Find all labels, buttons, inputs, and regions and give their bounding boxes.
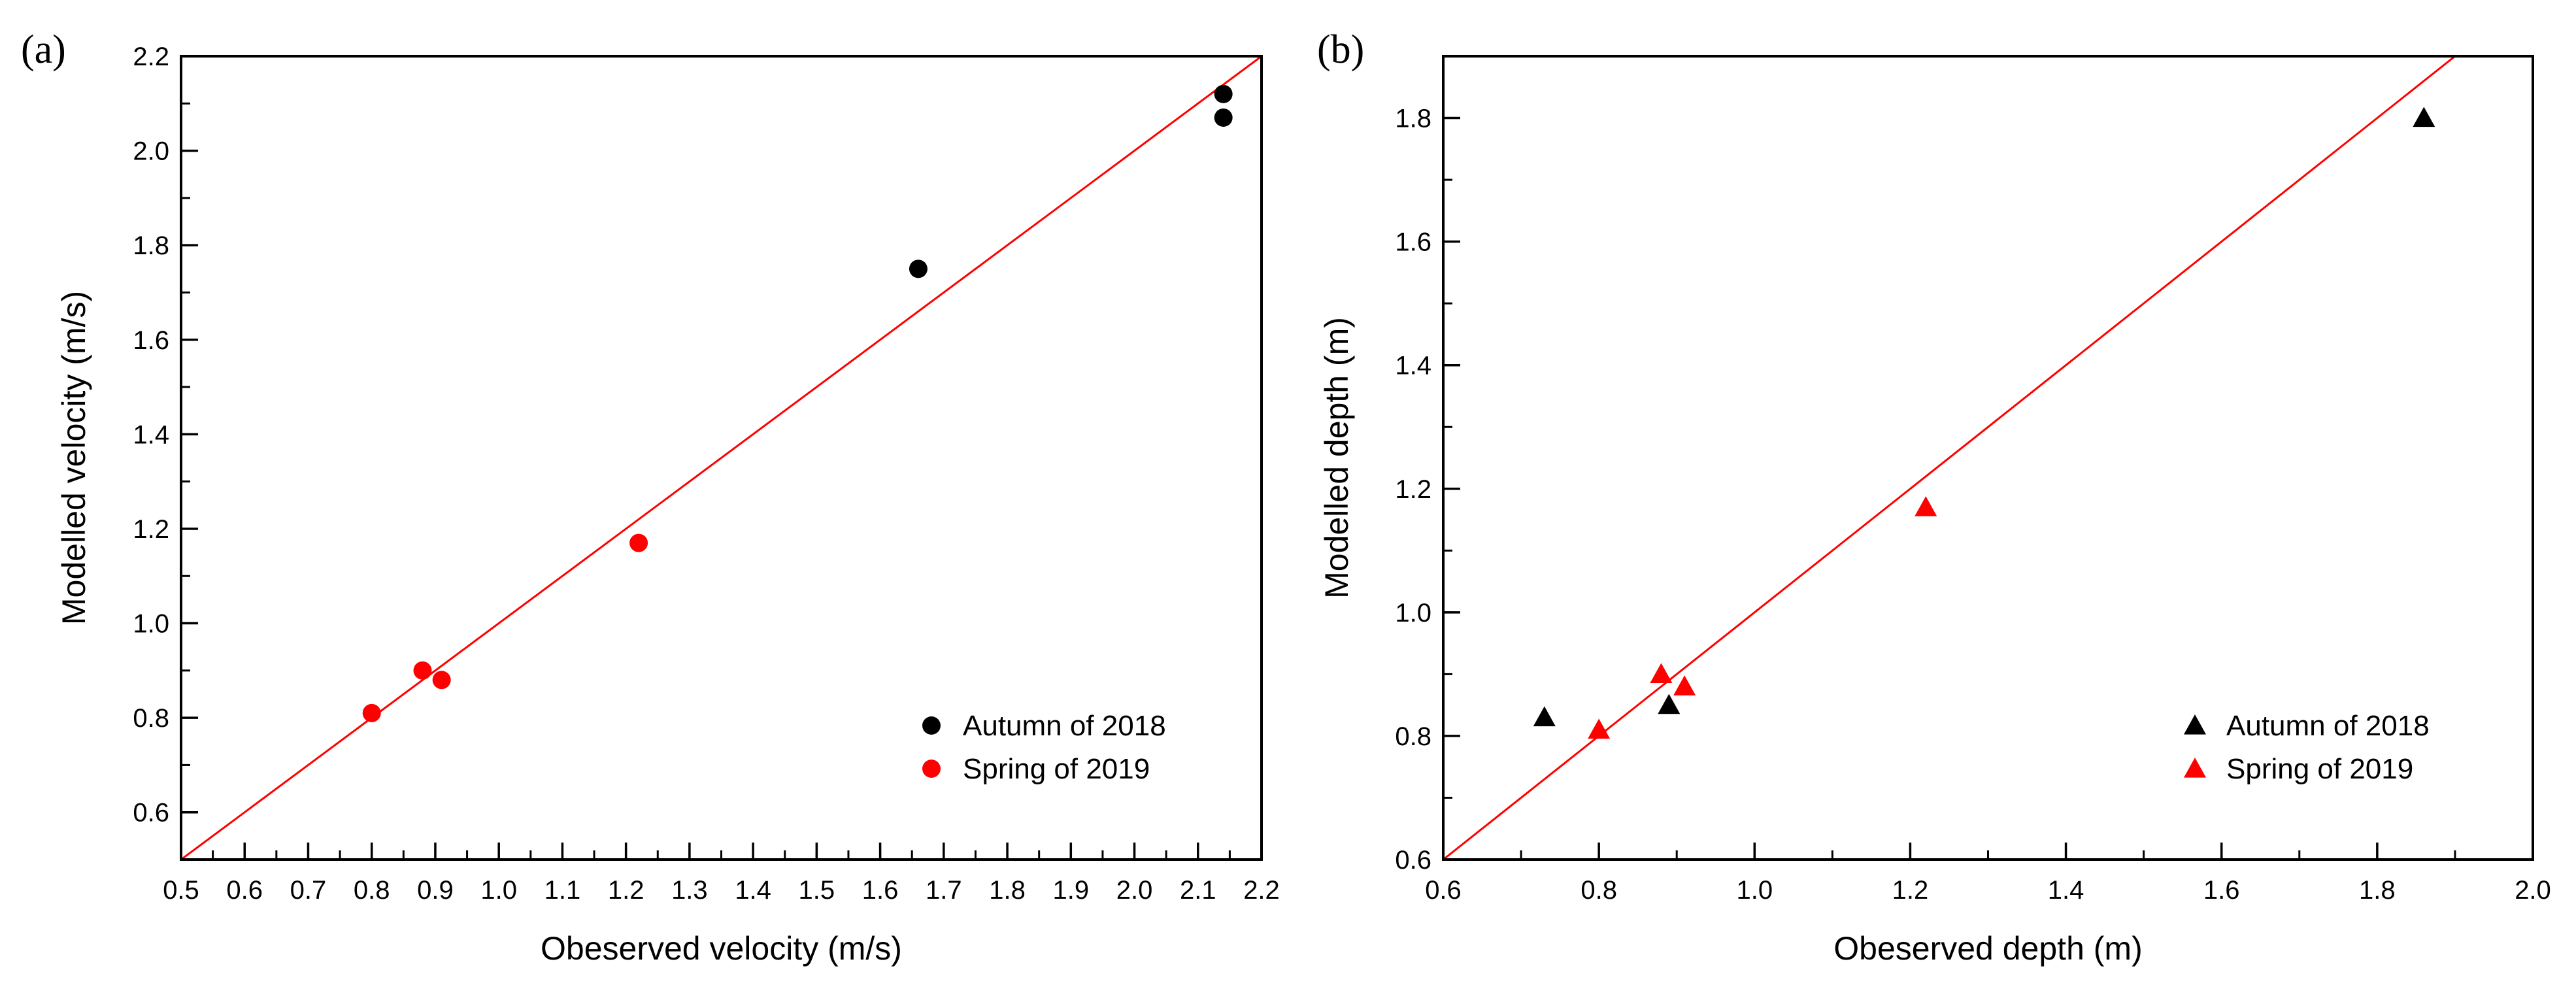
x-tick-label: 0.5	[163, 876, 199, 905]
panel-label-b: (b)	[1317, 27, 1364, 72]
x-tick-label: 0.7	[290, 876, 327, 905]
legend: Autumn of 2018 Spring of 2019	[922, 710, 1166, 785]
x-tick-label: 2.1	[1180, 876, 1216, 905]
legend-symbol	[922, 760, 941, 778]
tick-labels: 0.6 0.8 1.0 1.2 1.4 1.6 1.8 2.0 0.6 0.8 1.0 1.2 1.4 1…	[1395, 105, 2551, 905]
x-tick-label: 1.8	[989, 876, 1026, 905]
legend-label-autumn-2018: Autumn of 2018	[963, 710, 1166, 742]
data-point-spring-of-2019	[1673, 675, 1696, 695]
legend-label-spring-2019: Spring of 2019	[2226, 753, 2413, 785]
x-tick-label: 2.0	[2515, 876, 2551, 905]
legend-symbol	[2184, 758, 2206, 778]
y-tick-label: 1.6	[1395, 228, 1431, 257]
one-to-one-line	[181, 56, 1262, 860]
tick-marks	[180, 55, 1263, 861]
data-point-spring-of-2019	[362, 703, 381, 722]
y-tick-label: 1.2	[133, 515, 169, 544]
legend-marker-autumn-2018	[2184, 714, 2206, 735]
x-tick-label: 1.4	[2048, 876, 2084, 905]
data-points	[362, 84, 1233, 722]
legend-label-spring-2019: Spring of 2019	[963, 753, 1150, 785]
data-point-spring-of-2019	[1588, 718, 1611, 739]
legend-marker-spring-2019	[2184, 758, 2206, 778]
y-tick-label: 0.6	[133, 799, 169, 828]
plot-frame	[1442, 55, 2534, 861]
x-tick-label: 0.6	[1425, 876, 1462, 905]
x-tick-label: 1.7	[926, 876, 962, 905]
data-point-autumn-of-2018	[1533, 706, 1556, 727]
x-tick-label: 1.3	[671, 876, 708, 905]
x-tick-label: 1.4	[735, 876, 771, 905]
y-tick-label: 1.8	[1395, 105, 1431, 133]
legend: Autumn of 2018 Spring of 2019	[2184, 710, 2430, 785]
y-tick-label: 1.4	[1395, 352, 1431, 380]
x-tick-label: 1.5	[799, 876, 835, 905]
x-tick-label: 0.6	[226, 876, 263, 905]
data-points	[1533, 107, 2435, 739]
data-point-autumn-of-2018	[909, 259, 928, 278]
x-tick-label: 0.9	[417, 876, 454, 905]
x-tick-label: 1.1	[544, 876, 581, 905]
panel-label-a: (a)	[21, 27, 66, 72]
legend-marker-spring-2019	[922, 760, 941, 778]
velocity-chart: (a) 0.5 0.6 0.7 0.8 0.9 1.0 1.1 1.2 1.3 1.4 1.5 1.6…	[21, 27, 1280, 967]
x-tick-label: 1.9	[1052, 876, 1089, 905]
y-tick-label: 2.0	[133, 137, 169, 166]
y-tick-label: 1.2	[1395, 475, 1431, 504]
data-point-autumn-of-2018	[1214, 108, 1233, 127]
data-point-spring-of-2019	[413, 661, 432, 680]
x-tick-label: 1.6	[862, 876, 899, 905]
x-tick-label: 1.0	[480, 876, 517, 905]
plot-frame	[180, 55, 1263, 861]
data-point-autumn-of-2018	[1658, 694, 1681, 714]
legend-symbol	[2184, 714, 2206, 735]
legend-marker-autumn-2018	[922, 716, 941, 735]
y-tick-label: 0.8	[1395, 722, 1431, 751]
x-tick-label: 0.8	[1581, 876, 1617, 905]
y-tick-label: 2.2	[133, 42, 169, 71]
y-tick-label: 0.8	[133, 704, 169, 733]
legend-symbol	[922, 716, 941, 735]
reference-line-group	[181, 56, 1262, 860]
x-tick-label: 1.0	[1736, 876, 1773, 905]
y-tick-label: 1.6	[133, 326, 169, 355]
y-tick-label: 1.0	[1395, 599, 1431, 628]
y-tick-label: 1.4	[133, 420, 169, 449]
y-axis-label: Modelled velocity (m/s)	[56, 291, 92, 625]
legend-label-autumn-2018: Autumn of 2018	[2226, 710, 2430, 742]
x-tick-label: 1.2	[608, 876, 644, 905]
y-tick-label: 1.0	[133, 610, 169, 639]
data-point-spring-of-2019	[629, 533, 648, 552]
x-tick-label: 2.2	[1243, 876, 1280, 905]
x-axis-label: Obeserved depth (m)	[1833, 930, 2142, 967]
y-axis-label: Modelled depth (m)	[1318, 317, 1355, 599]
tick-labels: 0.5 0.6 0.7 0.8 0.9 1.0 1.1 1.2 1.3 1.4 1.5 1.6 1.7 1…	[133, 42, 1279, 905]
depth-chart: (b) 0.6 0.8 1.0 1.2 1.4 1.6 1.8 2.0 0.6 0.8 1.0 1.2…	[1317, 27, 2551, 967]
y-tick-label: 0.6	[1395, 846, 1431, 875]
x-tick-label: 1.8	[2359, 876, 2396, 905]
one-to-one-line	[1443, 56, 2456, 860]
x-tick-label: 2.0	[1116, 876, 1153, 905]
x-tick-label: 0.8	[354, 876, 390, 905]
reference-line-group	[1443, 56, 2456, 860]
data-point-autumn-of-2018	[1214, 84, 1233, 103]
x-tick-label: 1.6	[2203, 876, 2240, 905]
x-axis-label: Obeserved velocity (m/s)	[541, 930, 902, 967]
data-point-autumn-of-2018	[2413, 107, 2435, 127]
x-tick-label: 1.2	[1892, 876, 1929, 905]
data-point-spring-of-2019	[1650, 663, 1673, 683]
data-point-spring-of-2019	[432, 671, 451, 690]
data-point-spring-of-2019	[1915, 496, 1937, 516]
y-tick-label: 1.8	[133, 231, 169, 260]
